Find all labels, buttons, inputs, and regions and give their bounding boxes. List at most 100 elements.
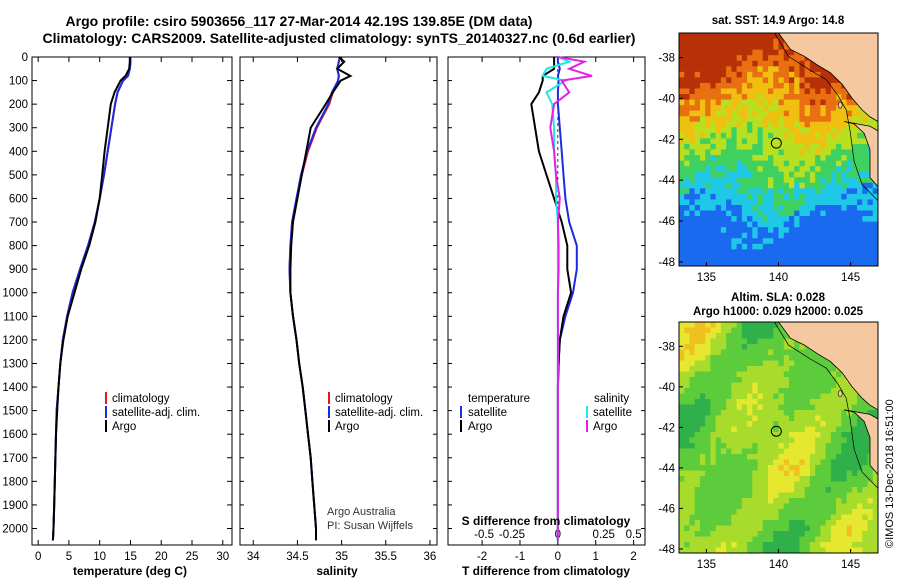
map-cell: [715, 443, 722, 449]
map-cell: [794, 349, 800, 356]
map-cell: [715, 382, 722, 389]
map-cell: [705, 254, 711, 261]
map-cell: [705, 243, 711, 250]
map-cell: [768, 371, 774, 378]
map-cell: [778, 105, 785, 112]
map-cell: [715, 44, 722, 51]
map-cell: [836, 536, 842, 543]
map-cell: [815, 393, 821, 400]
map-cell: [726, 509, 732, 515]
map-cell: [752, 243, 758, 250]
map-cell: [778, 487, 785, 493]
map-cell: [679, 349, 685, 356]
map-cell: [809, 238, 816, 245]
map-cell: [747, 199, 753, 206]
map-cell: [851, 404, 858, 411]
map-cell: [820, 204, 827, 211]
map-cell: [731, 421, 738, 427]
map-cell: [788, 94, 795, 100]
map-cell: [736, 349, 743, 356]
map-cell: [809, 525, 816, 532]
map-cell: [726, 459, 732, 466]
sla-map-title-1: Altim. SLA: 0.028: [731, 292, 826, 304]
map-cell: [799, 437, 806, 444]
map-cell: [736, 393, 743, 400]
map-cell: [705, 448, 711, 455]
map-cell: [836, 377, 842, 383]
map-cell: [710, 88, 717, 95]
map-cell: [851, 138, 858, 145]
map-cell: [778, 132, 785, 139]
map-cell: [841, 166, 847, 173]
map-cell: [710, 531, 717, 537]
map-cell: [804, 88, 811, 95]
map-cell: [736, 249, 743, 256]
map-cell: [710, 344, 717, 350]
map-cell: [757, 492, 764, 499]
map-cell: [773, 514, 779, 521]
map-cell: [741, 105, 748, 112]
sst-map: 135 140 145-38-40-42-44-46-48: [658, 32, 879, 284]
map-cell: [752, 531, 758, 537]
map-cell: [851, 188, 858, 195]
map-cell: [747, 204, 753, 211]
map-cell: [710, 547, 717, 553]
map-cell: [846, 459, 853, 466]
map-cell: [778, 160, 785, 167]
map-cell: [857, 503, 863, 510]
map-cell: [825, 547, 832, 553]
map-cell: [747, 121, 753, 128]
map-cell: [773, 105, 779, 112]
map-cell: [752, 476, 758, 482]
map-cell: [762, 487, 769, 493]
map-cell: [857, 221, 863, 228]
map-cell: [726, 327, 732, 334]
map-cell: [825, 492, 832, 499]
map-cell: [825, 254, 832, 261]
map-cell: [762, 60, 769, 67]
map-cell: [799, 60, 806, 67]
map-cell: [731, 238, 738, 245]
map-cell: [778, 88, 785, 95]
map-cell: [715, 116, 722, 123]
map-cell: [694, 366, 701, 372]
map-cell: [689, 143, 696, 150]
map-cell: [841, 243, 847, 250]
map-cell: [684, 105, 690, 112]
map-cell: [820, 88, 827, 95]
map-cell: [825, 520, 832, 526]
map-cell: [705, 171, 711, 178]
temperature-panel: 0 5 10 15 20 25 300100200300400500600700800900…: [2, 52, 233, 563]
map-cell: [857, 210, 863, 217]
map-cell: [778, 44, 785, 51]
map-cell: [762, 459, 769, 466]
map-cell: [747, 531, 753, 537]
map-cell: [747, 487, 753, 493]
map-cell: [841, 227, 847, 234]
map-cell: [684, 388, 690, 394]
map-cell: [768, 127, 774, 134]
map-cell: [794, 210, 800, 217]
map-cell: [783, 465, 790, 471]
map-cell: [736, 399, 743, 405]
map-cell: [825, 160, 832, 167]
map-cell: [809, 88, 816, 95]
map-cell: [872, 481, 878, 488]
map-cell: [804, 143, 811, 150]
map-cell: [773, 349, 779, 356]
map-cell: [679, 210, 685, 217]
map-cell: [752, 377, 758, 383]
map-cell: [825, 182, 832, 189]
map-cell: [773, 99, 779, 106]
y-tick-label: 300: [9, 123, 28, 135]
map-cell: [679, 227, 685, 234]
map-cell: [841, 476, 847, 482]
map-cell: [715, 77, 722, 84]
map-cell: [752, 470, 758, 477]
map-cell: [836, 404, 842, 411]
map-x-tick-label: 140: [769, 272, 788, 284]
map-cell: [715, 94, 722, 100]
map-cell: [809, 399, 816, 405]
map-cell: [773, 55, 779, 62]
map-cell: [710, 470, 717, 477]
